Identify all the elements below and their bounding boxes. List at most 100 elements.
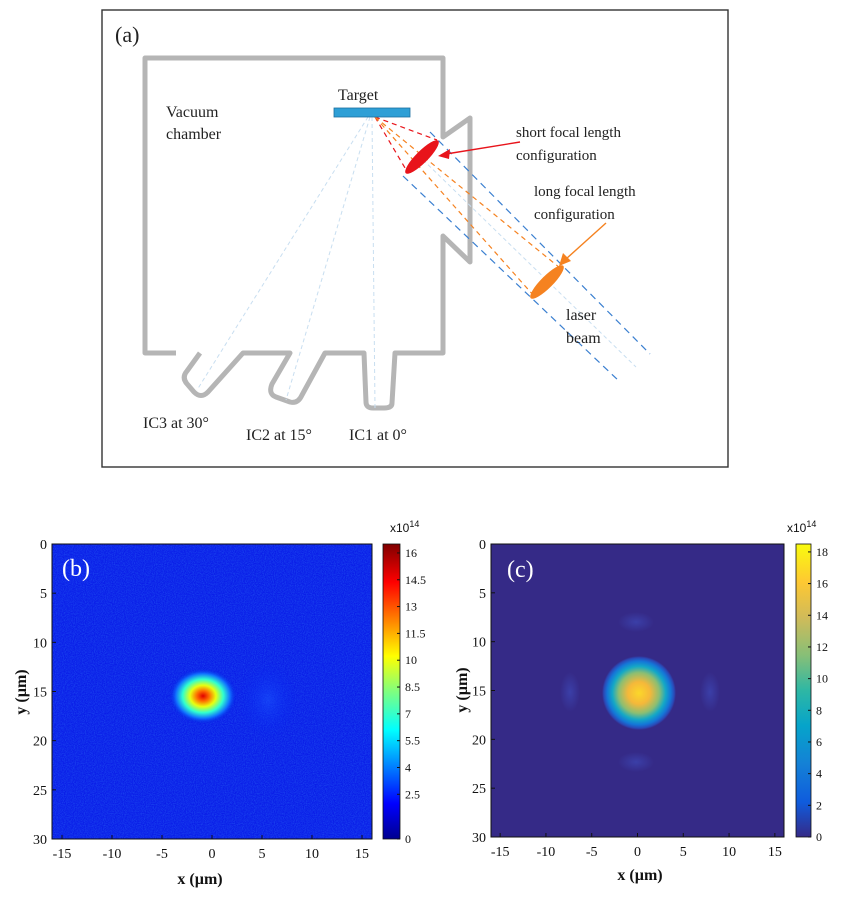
long-focal-label-line1: long focal length <box>534 184 636 200</box>
colorbar-tick-label: 10 <box>816 672 828 686</box>
short-focal-arrowhead <box>438 149 450 159</box>
x-tick-label: -10 <box>537 845 556 860</box>
target-plate <box>333 107 411 118</box>
target-label: Target <box>338 87 379 104</box>
panel-c-label: (c) <box>507 557 534 583</box>
short-focal-label-line2: configuration <box>516 148 597 164</box>
y-tick-label: 0 <box>40 538 47 553</box>
panel-b-y-ticks: 0 5 10 15 20 25 30 <box>33 538 56 848</box>
vacuum-label-line2: chamber <box>166 126 222 143</box>
long-focus-cone-lower <box>374 116 535 297</box>
y-tick-label: 25 <box>33 784 47 799</box>
x-tick-label: -5 <box>156 847 168 862</box>
vacuum-label-line1: Vacuum <box>166 104 219 121</box>
colorbar-b-exponent: x1014 <box>390 519 419 535</box>
y-tick-label: 10 <box>472 636 486 651</box>
y-tick-label: 25 <box>472 782 486 797</box>
ic3-line-of-sight <box>196 116 369 391</box>
colorbar-b-ticks: 16 14.5 13 11.5 10 8.5 7 5.5 4 2.5 0 <box>397 546 426 846</box>
colorbar-tick-label: 18 <box>816 545 828 559</box>
long-focus-cone-upper <box>374 116 561 269</box>
colorbar-tick-label: 5.5 <box>405 734 420 748</box>
colorbar-tick-label: 11.5 <box>405 626 426 640</box>
heatmap-c <box>491 544 784 837</box>
x-tick-label: 15 <box>355 847 369 862</box>
heatmap-c-lobe-left <box>560 672 580 712</box>
colorbar-c <box>795 543 812 838</box>
panel-c-xlabel: x (µm) <box>617 867 662 884</box>
y-tick-label: 30 <box>472 831 486 846</box>
ic2-line-of-sight <box>285 116 371 401</box>
y-tick-label: 5 <box>479 587 486 602</box>
panel-c-y-ticks: 0 5 10 15 20 25 30 <box>472 538 495 846</box>
colorbar-tick-label: 14.5 <box>405 573 426 587</box>
x-tick-label: -5 <box>586 845 598 860</box>
colorbar-tick-label: 2 <box>816 798 822 812</box>
laser-beam-lower-edge <box>402 175 621 383</box>
short-focal-lens <box>405 140 439 174</box>
x-tick-label: 10 <box>722 845 736 860</box>
colorbar-tick-label: 13 <box>405 600 417 614</box>
heatmap-b-focal-spot <box>169 668 237 724</box>
long-focal-arrow <box>565 222 607 260</box>
x-tick-label: 0 <box>634 845 641 860</box>
short-focus-cone-upper <box>374 116 438 141</box>
panel-a-label: (a) <box>115 22 139 47</box>
colorbar-tick-label: 0 <box>405 832 411 846</box>
y-tick-label: 15 <box>33 686 47 701</box>
x-tick-label: 5 <box>680 845 687 860</box>
x-tick-label: -15 <box>53 847 72 862</box>
colorbar-tick-label: 12 <box>816 640 828 654</box>
heatmap-c-lobe-top <box>618 612 654 632</box>
panel-b-xlabel: x (µm) <box>177 871 222 888</box>
long-focal-lens <box>530 265 564 299</box>
panel-b: (b) -15 -10 -5 0 5 10 15 0 5 10 15 20 25 30 x (µm) y… <box>13 519 426 888</box>
laser-beam-axis <box>417 154 637 368</box>
x-tick-label: -10 <box>103 847 122 862</box>
y-tick-label: 10 <box>33 636 47 651</box>
y-tick-label: 30 <box>33 833 47 848</box>
short-focus-cone-lower <box>374 116 409 174</box>
panel-c-ylabel: y (µm) <box>454 667 471 712</box>
colorbar-tick-label: 14 <box>816 608 828 622</box>
panel-b-label: (b) <box>62 556 90 582</box>
x-tick-label: 10 <box>305 847 319 862</box>
y-tick-label: 20 <box>472 733 486 748</box>
x-tick-label: -15 <box>491 845 510 860</box>
heatmap-c-focal-spot <box>602 656 676 730</box>
colorbar-tick-label: 16 <box>405 546 417 560</box>
y-tick-label: 0 <box>479 538 486 553</box>
colorbar-tick-label: 7 <box>405 707 411 721</box>
short-focal-arrow <box>445 141 521 155</box>
laser-beam-upper-edge <box>429 131 651 355</box>
colorbar-tick-label: 10 <box>405 653 417 667</box>
colorbar-tick-label: 4 <box>816 767 822 781</box>
colorbar-tick-label: 6 <box>816 735 822 749</box>
colorbar-tick-label: 0 <box>816 830 822 844</box>
colorbar-c-exponent: x1014 <box>787 519 816 535</box>
short-focal-label-line1: short focal length <box>516 125 621 141</box>
vacuum-chamber-outline <box>142 55 473 411</box>
y-tick-label: 20 <box>33 735 47 750</box>
colorbar-c-ticks: 18 16 14 12 10 8 6 4 2 0 <box>808 545 828 844</box>
y-tick-label: 15 <box>472 685 486 700</box>
x-tick-label: 15 <box>768 845 782 860</box>
y-tick-label: 5 <box>40 587 47 602</box>
heatmap-b <box>52 544 372 839</box>
laser-label-line1: laser <box>566 307 597 324</box>
colorbar-tick-label: 2.5 <box>405 787 420 801</box>
ic2-label: IC2 at 15° <box>246 427 312 444</box>
panel-c-x-ticks: -15 -10 -5 0 5 10 15 <box>491 833 782 860</box>
colorbar-tick-label: 16 <box>816 577 828 591</box>
heatmap-c-lobe-right <box>700 672 720 712</box>
panel-a: (a) Target Vacuum chamber short focal le… <box>101 9 729 468</box>
colorbar-b <box>382 543 401 840</box>
long-focal-label-line2: configuration <box>534 207 615 223</box>
laser-label-line2: beam <box>566 330 601 347</box>
ic3-label: IC3 at 30° <box>143 415 209 432</box>
x-tick-label: 0 <box>209 847 216 862</box>
x-tick-label: 5 <box>259 847 266 862</box>
panel-a-frame <box>101 9 729 468</box>
